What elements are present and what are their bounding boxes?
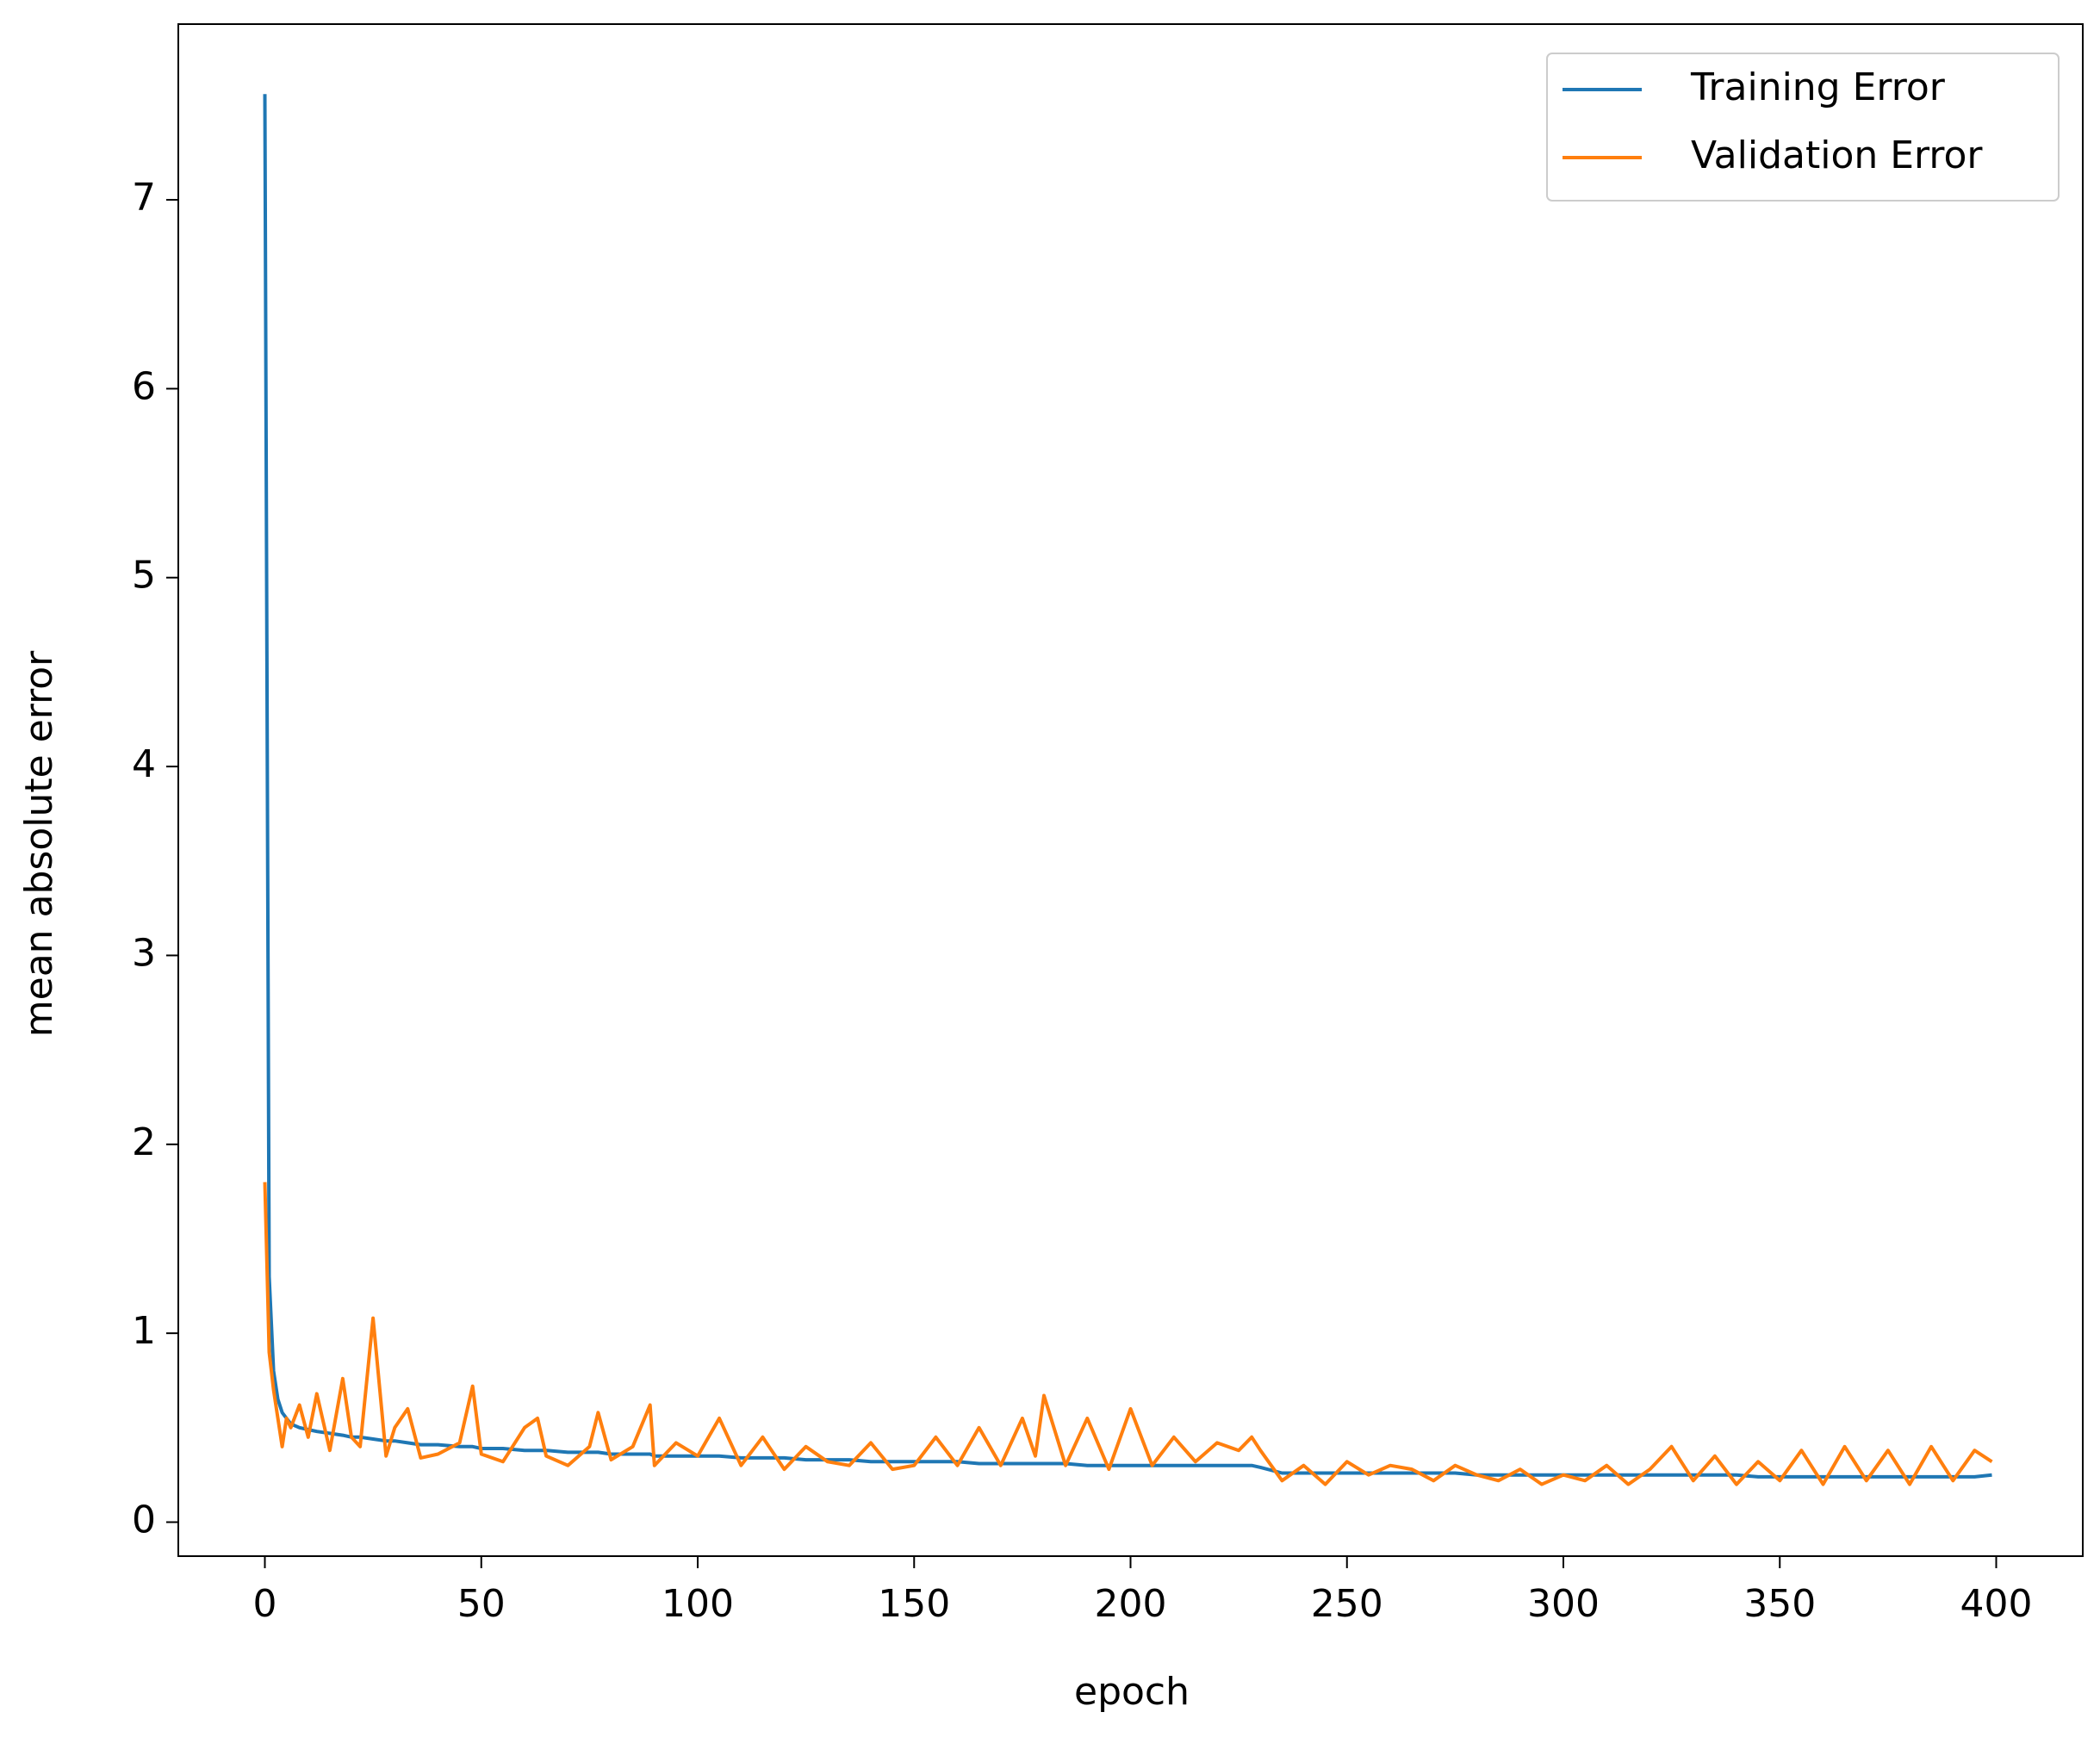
x-tick-label: 400 — [1960, 1582, 2033, 1626]
y-tick-label: 4 — [132, 742, 156, 786]
x-tick-label: 50 — [457, 1582, 506, 1626]
y-tick-label: 1 — [132, 1309, 156, 1353]
x-tick-label: 300 — [1527, 1582, 1600, 1626]
y-axis-label: mean absolute error — [17, 650, 61, 1037]
y-tick-label: 2 — [132, 1120, 156, 1164]
x-axis-label: epoch — [1074, 1670, 1190, 1714]
x-tick-label: 350 — [1743, 1582, 1816, 1626]
legend-label: Training Error — [1690, 65, 1946, 109]
x-tick-label: 200 — [1095, 1582, 1167, 1626]
y-tick-label: 0 — [132, 1498, 156, 1542]
y-tick-label: 3 — [132, 931, 156, 975]
x-tick-label: 100 — [662, 1582, 734, 1626]
x-tick-label: 150 — [878, 1582, 950, 1626]
y-tick-label: 7 — [132, 176, 156, 220]
x-tick-label: 0 — [253, 1582, 277, 1626]
y-tick-label: 5 — [132, 554, 156, 598]
data-line — [263, 1182, 1993, 1486]
legend-label: Validation Error — [1691, 133, 1983, 177]
plot-frame — [177, 23, 2084, 1557]
y-tick-label: 6 — [132, 364, 156, 408]
data-line — [263, 94, 1992, 1479]
legend-box — [1546, 53, 2060, 202]
x-tick-label: 250 — [1311, 1582, 1383, 1626]
